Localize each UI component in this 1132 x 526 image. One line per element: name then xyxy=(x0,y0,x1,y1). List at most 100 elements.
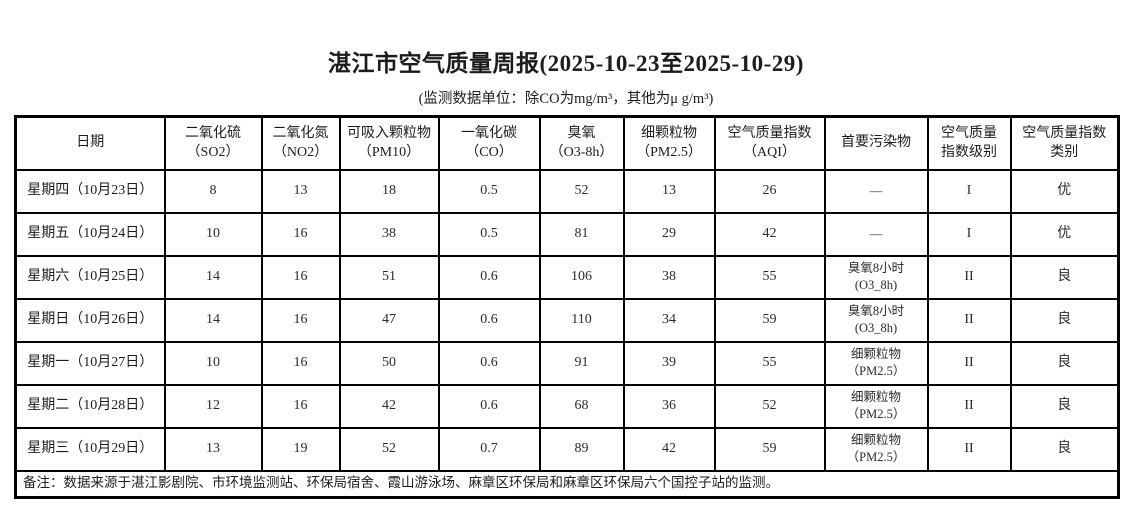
table-row: 星期三（10月29日） 13 19 52 0.7 89 42 59 细颗粒物 （PM2.5） II… xyxy=(14,426,1120,472)
footnote: 备注：数据来源于湛江影剧院、市环境监测站、环保局宿舍、霞山游泳场、麻章区环保局和… xyxy=(14,469,1120,499)
table-cell: 臭氧8小时 (O3_8h) xyxy=(823,254,929,300)
column-header: 一氧化碳 （CO） xyxy=(437,115,541,171)
table-cell: 59 xyxy=(713,297,826,343)
table-cell: 0.6 xyxy=(437,254,541,300)
table-cell: 52 xyxy=(338,426,440,472)
table-cell: 0.5 xyxy=(437,211,541,257)
column-header: 二氧化硫 （SO2） xyxy=(163,115,263,171)
table-cell: 106 xyxy=(538,254,625,300)
date-cell: 星期一（10月27日） xyxy=(14,340,166,386)
table-cell: 8 xyxy=(163,168,263,214)
table-row: 星期四（10月23日） 8 13 18 0.5 52 13 26— I 优 xyxy=(14,168,1120,214)
table-cell: 38 xyxy=(622,254,716,300)
column-header: 可吸入颗粒物 （PM10） xyxy=(338,115,440,171)
table-cell: 26 xyxy=(713,168,826,214)
table-cell: 优 xyxy=(1009,211,1120,257)
table-row: 星期二（10月28日） 12 16 42 0.6 68 36 52 细颗粒物 （PM2.5） II… xyxy=(14,383,1120,429)
table-row: 星期五（10月24日） 10 16 38 0.5 81 29 42— I 优 xyxy=(14,211,1120,257)
table-cell: 16 xyxy=(260,340,341,386)
table-cell: 16 xyxy=(260,297,341,343)
table-cell: 51 xyxy=(338,254,440,300)
table-cell: II xyxy=(926,383,1012,429)
table-row: 星期日（10月26日） 14 16 47 0.6 110 34 59 臭氧8小时 (O3_8h)… xyxy=(14,297,1120,343)
date-cell: 星期日（10月26日） xyxy=(14,297,166,343)
table-cell: 55 xyxy=(713,254,826,300)
table-cell: 52 xyxy=(713,383,826,429)
table-cell: 良 xyxy=(1009,254,1120,300)
table-cell: 0.6 xyxy=(437,297,541,343)
table-cell: 52 xyxy=(538,168,625,214)
table-cell: 36 xyxy=(622,383,716,429)
table-cell: I xyxy=(926,211,1012,257)
table-cell: 臭氧8小时 (O3_8h) xyxy=(823,297,929,343)
table-cell: 19 xyxy=(260,426,341,472)
table-cell: — xyxy=(823,168,929,214)
table-cell: 优 xyxy=(1009,168,1120,214)
table-cell: 13 xyxy=(622,168,716,214)
date-cell: 星期五（10月24日） xyxy=(14,211,166,257)
table-cell: 10 xyxy=(163,340,263,386)
column-header: 首要污染物 xyxy=(823,115,929,171)
table-cell: — xyxy=(823,211,929,257)
table-cell: 18 xyxy=(338,168,440,214)
table-cell: 良 xyxy=(1009,340,1120,386)
table-cell: 13 xyxy=(163,426,263,472)
table-cell: 16 xyxy=(260,254,341,300)
table-cell: 14 xyxy=(163,254,263,300)
table-cell: 良 xyxy=(1009,426,1120,472)
table-cell: II xyxy=(926,254,1012,300)
column-header: 臭氧 （O3-8h） xyxy=(538,115,625,171)
table-cell: 0.6 xyxy=(437,383,541,429)
table-cell: 55 xyxy=(713,340,826,386)
page-subtitle: (监测数据单位：除CO为mg/m³，其他为μ g/m³) xyxy=(418,91,714,107)
table-cell: 16 xyxy=(260,383,341,429)
table-cell: 12 xyxy=(163,383,263,429)
table-cell: 14 xyxy=(163,297,263,343)
table-cell: 110 xyxy=(538,297,625,343)
table-body: 星期四（10月23日） 8 13 18 0.5 52 13 26— I 优星期五（10月24日） 1… xyxy=(14,168,1120,472)
table-cell: 细颗粒物 （PM2.5） xyxy=(823,340,929,386)
date-cell: 星期三（10月29日） xyxy=(14,426,166,472)
date-cell: 星期六（10月25日） xyxy=(14,254,166,300)
table-cell: 0.5 xyxy=(437,168,541,214)
table-header-row: 日期 二氧化硫 （SO2） 二氧化氮 （NO2） 可吸入颗粒物 （PM10） 一氧化碳 … xyxy=(14,115,1120,171)
table-cell: 47 xyxy=(338,297,440,343)
table-cell: 29 xyxy=(622,211,716,257)
table-cell: 13 xyxy=(260,168,341,214)
table-cell: 良 xyxy=(1009,383,1120,429)
column-header: 日期 xyxy=(14,115,166,171)
table-cell: 50 xyxy=(338,340,440,386)
table-cell: 良 xyxy=(1009,297,1120,343)
table-cell: II xyxy=(926,340,1012,386)
column-header: 细颗粒物 （PM2.5） xyxy=(622,115,716,171)
table-cell: 59 xyxy=(713,426,826,472)
table-row: 星期六（10月25日） 14 16 51 0.6 106 38 55 臭氧8小时 (O3_8h)… xyxy=(14,254,1120,300)
table-cell: 10 xyxy=(163,211,263,257)
table-cell: 91 xyxy=(538,340,625,386)
table-cell: 0.6 xyxy=(437,340,541,386)
table-cell: 89 xyxy=(538,426,625,472)
table-cell: 细颗粒物 （PM2.5） xyxy=(823,383,929,429)
column-header: 二氧化氮 （NO2） xyxy=(260,115,341,171)
date-cell: 星期四（10月23日） xyxy=(14,168,166,214)
column-header: 空气质量指数 类别 xyxy=(1009,115,1120,171)
table-cell: 34 xyxy=(622,297,716,343)
table-cell: II xyxy=(926,297,1012,343)
table-row: 星期一（10月27日） 10 16 50 0.6 91 39 55 细颗粒物 （PM2.5） II… xyxy=(14,340,1120,386)
table-cell: 细颗粒物 （PM2.5） xyxy=(823,426,929,472)
table-cell: 16 xyxy=(260,211,341,257)
air-quality-table: 日期 二氧化硫 （SO2） 二氧化氮 （NO2） 可吸入颗粒物 （PM10） 一氧化碳 … xyxy=(14,115,1120,499)
table-cell: 42 xyxy=(338,383,440,429)
page-title: 湛江市空气质量周报(2025-10-23至2025-10-29) xyxy=(328,51,804,76)
table-cell: 42 xyxy=(713,211,826,257)
table-cell: 42 xyxy=(622,426,716,472)
date-cell: 星期二（10月28日） xyxy=(14,383,166,429)
table-cell: 68 xyxy=(538,383,625,429)
table-cell: 0.7 xyxy=(437,426,541,472)
table-cell: II xyxy=(926,426,1012,472)
footnote-row: 备注：数据来源于湛江影剧院、市环境监测站、环保局宿舍、霞山游泳场、麻章区环保局和… xyxy=(14,469,1120,499)
column-header: 空气质量 指数级别 xyxy=(926,115,1012,171)
table-cell: 81 xyxy=(538,211,625,257)
table-cell: I xyxy=(926,168,1012,214)
table-cell: 39 xyxy=(622,340,716,386)
